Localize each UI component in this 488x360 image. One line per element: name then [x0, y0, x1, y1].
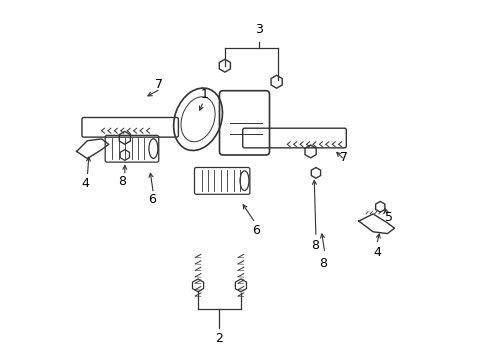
Text: 8: 8: [310, 239, 319, 252]
Text: 5: 5: [385, 211, 392, 224]
Text: 8: 8: [319, 257, 326, 270]
Text: 4: 4: [373, 246, 381, 259]
Text: 2: 2: [215, 333, 223, 346]
Text: 3: 3: [254, 23, 262, 36]
Text: 7: 7: [155, 78, 163, 91]
Text: 6: 6: [251, 224, 259, 237]
Text: 6: 6: [147, 193, 155, 206]
Text: 8: 8: [118, 175, 126, 188]
Text: 1: 1: [200, 89, 208, 102]
Text: 4: 4: [81, 177, 89, 190]
Text: 7: 7: [339, 150, 347, 164]
